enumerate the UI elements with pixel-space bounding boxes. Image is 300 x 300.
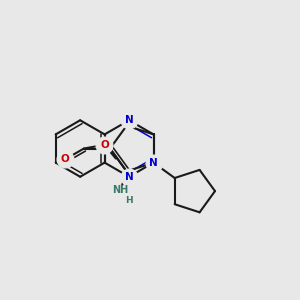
Text: O: O — [61, 154, 70, 164]
Text: NH: NH — [112, 185, 128, 195]
Text: O: O — [100, 140, 109, 150]
Text: H: H — [125, 196, 133, 205]
Text: N: N — [125, 172, 134, 182]
Text: N: N — [125, 115, 134, 125]
Text: N: N — [149, 158, 158, 168]
